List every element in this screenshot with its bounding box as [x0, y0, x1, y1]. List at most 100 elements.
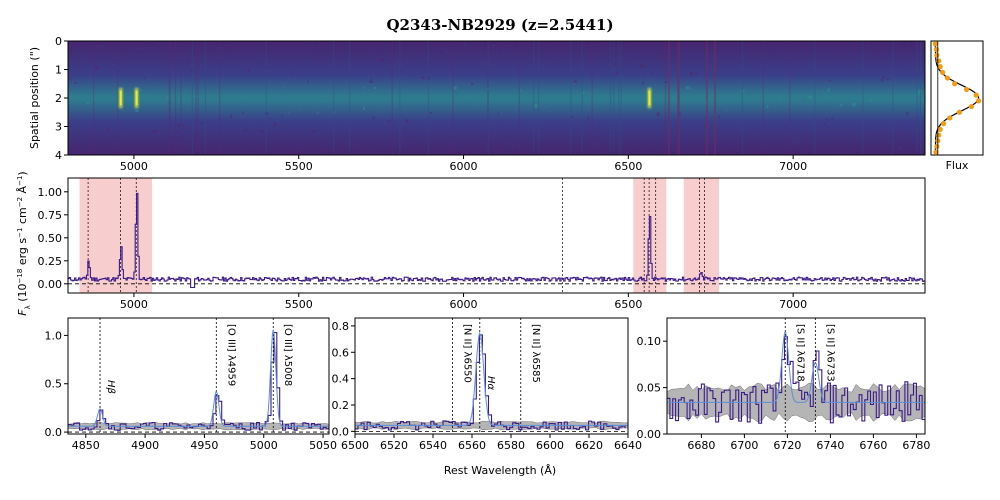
heatmap-noise: [427, 76, 431, 80]
x-tick-label: 7000: [779, 160, 807, 173]
heatmap-noise: [656, 112, 660, 117]
x-tick-label: 6700: [730, 439, 758, 452]
heatmap-noise: [161, 95, 164, 99]
heatmap-noise: [860, 92, 864, 94]
heatmap-column: [349, 41, 351, 155]
heatmap-noise: [632, 49, 634, 53]
heatmap-noise: [200, 121, 204, 125]
heatmap-noise: [817, 60, 819, 64]
heatmap-noise: [629, 63, 633, 67]
y-axis-label-part: −1: [16, 228, 24, 238]
heatmap-noise: [582, 44, 586, 47]
y-axis-label-part: cm: [16, 207, 29, 227]
emission-line-label: [S II] λ6733: [824, 324, 835, 382]
heatmap-noise: [264, 135, 267, 138]
heatmap-noise: [92, 97, 96, 100]
y-axis-label-part: ): [16, 171, 29, 175]
y-tick-label: 0.8: [332, 320, 350, 333]
axes-frame: [930, 40, 984, 156]
heatmap-noise: [675, 129, 679, 131]
axes-frame: [67, 317, 330, 435]
profile-point: [976, 98, 982, 104]
emission-spot-core: [648, 91, 651, 105]
heatmap-noise: [267, 103, 270, 107]
x-tick-label: 5000: [120, 298, 148, 311]
heatmap-noise: [265, 112, 269, 115]
x-tick-label: 6500: [614, 160, 642, 173]
gaussian-fit-line: [934, 41, 980, 155]
heatmap-noise: [429, 111, 432, 114]
heatmap-noise: [142, 57, 145, 61]
heatmap-noise: [281, 115, 284, 118]
heatmap-noise: [192, 151, 195, 154]
heatmap-noise: [907, 41, 909, 46]
heatmap-noise: [139, 47, 143, 50]
profile-point: [973, 92, 979, 98]
heatmap-noise: [725, 108, 728, 112]
x-tick-label: 5000: [120, 160, 148, 173]
heatmap-noise: [301, 150, 304, 153]
sky-line: [667, 41, 670, 155]
heatmap-noise: [485, 93, 487, 95]
heatmap-noise: [782, 61, 785, 64]
heatmap-noise: [795, 126, 798, 129]
heatmap-noise: [445, 49, 450, 53]
heatmap-noise: [392, 57, 395, 60]
profile-point: [952, 81, 958, 87]
heatmap-column: [762, 41, 764, 155]
heatmap-noise: [628, 41, 630, 44]
heatmap-noise: [619, 148, 621, 152]
model-fit-line: [68, 329, 329, 427]
heatmap-noise: [718, 115, 720, 118]
y-axis-label-part: −1: [16, 176, 24, 186]
x-tick-label: 5050: [309, 439, 337, 452]
x-tick-label: 6600: [536, 439, 564, 452]
heatmap-noise: [156, 92, 160, 95]
heatmap-noise: [370, 77, 372, 81]
heatmap-noise: [448, 149, 451, 153]
heatmap-noise: [555, 62, 557, 64]
heatmap-noise: [831, 117, 834, 121]
heatmap-column: [168, 41, 170, 155]
heatmap-noise: [914, 126, 919, 128]
heatmap-noise: [182, 54, 187, 58]
x-tick-label: 6520: [380, 439, 408, 452]
heatmap-noise: [582, 91, 585, 95]
heatmap-noise: [648, 146, 650, 149]
heatmap-noise: [868, 128, 871, 131]
heatmap-noise: [754, 128, 759, 130]
heatmap-noise: [675, 150, 679, 153]
heatmap-noise: [194, 97, 197, 101]
heatmap-column: [789, 41, 791, 155]
heatmap-noise: [267, 125, 270, 129]
heatmap-noise: [224, 46, 229, 49]
heatmap-noise: [906, 111, 909, 116]
heatmap-noise: [829, 80, 832, 82]
x-tick-label: 4900: [131, 439, 159, 452]
heatmap-noise: [886, 78, 889, 81]
heatmap-noise: [486, 87, 490, 91]
y-tick-label: 0.05: [637, 382, 662, 395]
heatmap-column: [533, 41, 535, 155]
emission-spot-core: [119, 91, 122, 105]
heatmap-noise: [399, 144, 403, 147]
heatmap-noise: [516, 151, 519, 154]
heatmap-column: [677, 41, 679, 155]
x-tick-label: 4850: [72, 439, 100, 452]
heatmap-noise: [481, 42, 483, 45]
heatmap-noise: [923, 42, 925, 46]
heatmap-noise: [362, 85, 366, 90]
heatmap-noise: [372, 67, 375, 70]
y-tick-label: 0.0: [45, 426, 63, 439]
heatmap-noise: [143, 75, 146, 80]
heatmap-noise: [874, 58, 877, 60]
heatmap-noise: [897, 146, 902, 150]
y-tick-label: 0.4: [332, 373, 350, 386]
profile-point: [964, 86, 970, 93]
spectrum-1d-line: [68, 192, 925, 289]
heatmap-noise: [694, 53, 698, 56]
heatmap-column: [197, 41, 199, 155]
heatmap-noise: [352, 146, 356, 149]
heatmap-noise: [333, 111, 335, 114]
